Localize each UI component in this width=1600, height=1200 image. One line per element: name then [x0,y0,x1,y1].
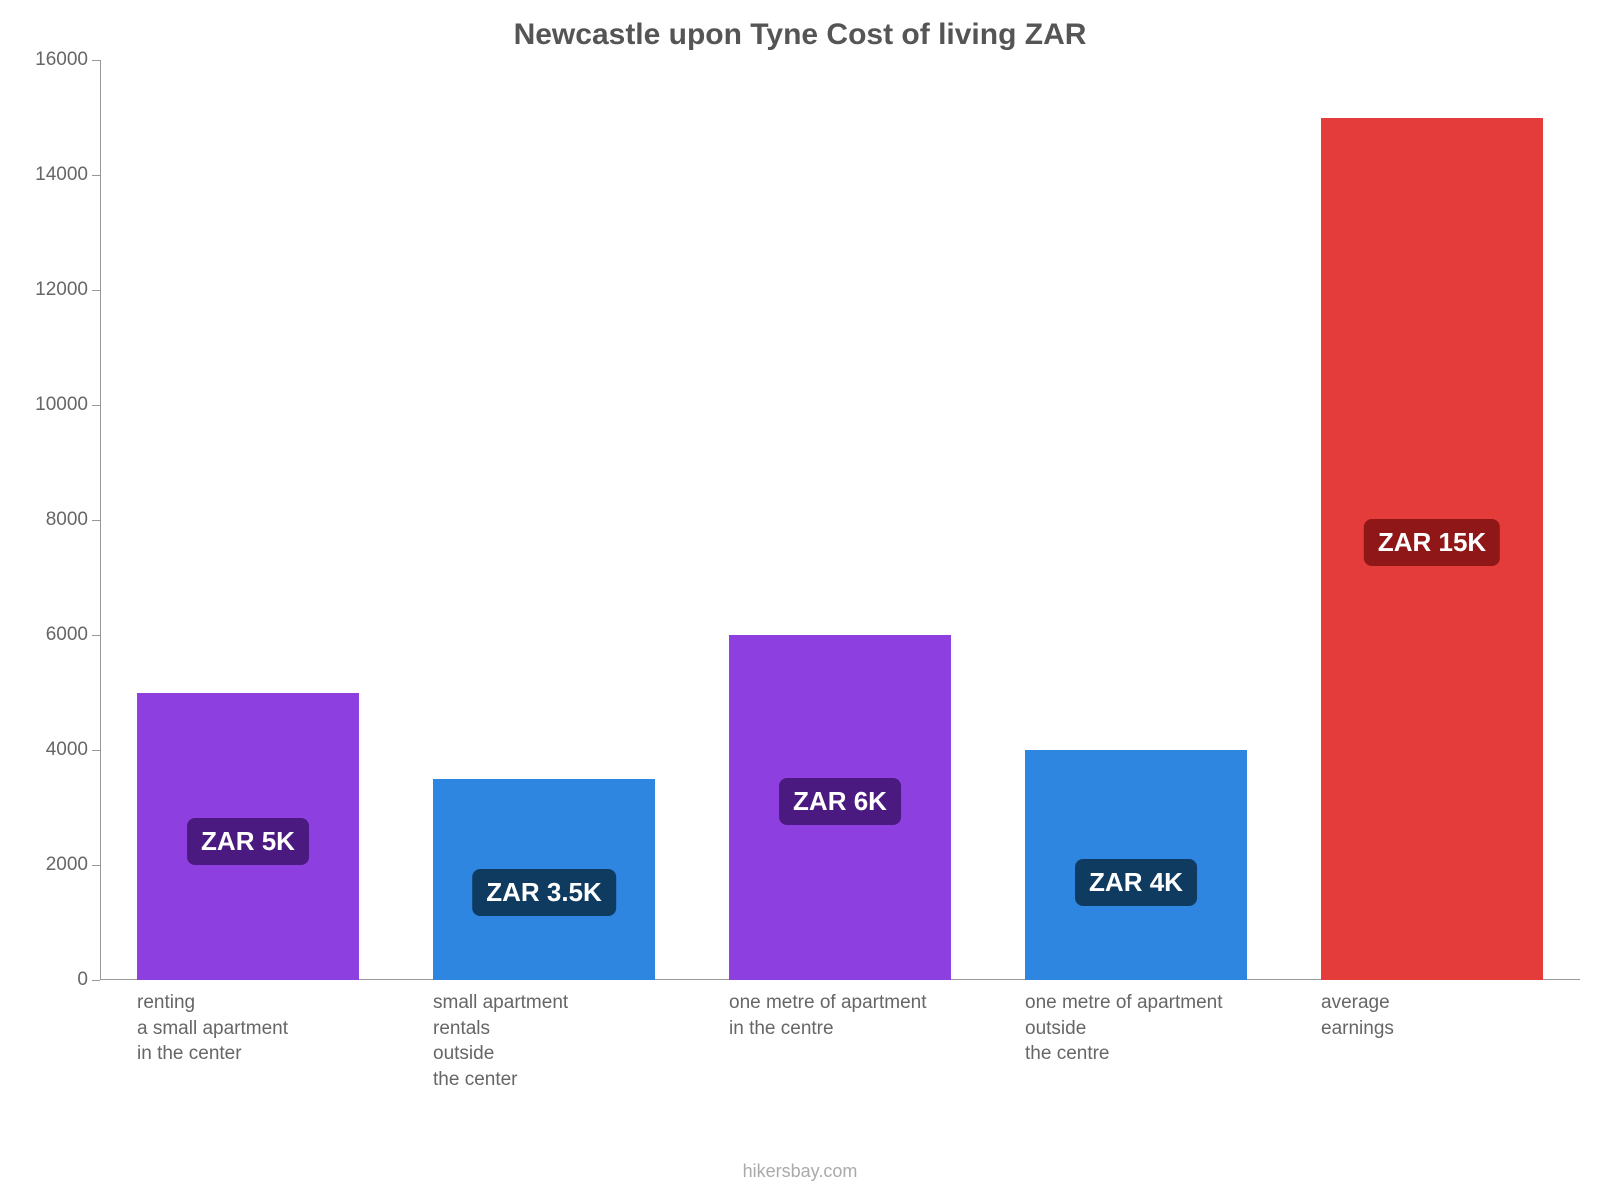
bar-value-label: ZAR 15K [1364,519,1500,566]
bar-value-label: ZAR 5K [187,818,309,865]
y-tick-label: 14000 [35,164,100,186]
bar-value-label: ZAR 4K [1075,859,1197,906]
bar: ZAR 4K [1025,750,1247,980]
x-axis-label: one metre of apartment in the centre [729,990,1025,1041]
y-tick-label: 2000 [46,854,100,876]
y-tick-label: 12000 [35,279,100,301]
bar: ZAR 6K [729,635,951,980]
attribution-text: hikersbay.com [0,1161,1600,1182]
y-tick-label: 4000 [46,739,100,761]
bar: ZAR 3.5K [433,779,655,980]
y-tick-label: 10000 [35,394,100,416]
bar-value-label: ZAR 6K [779,778,901,825]
bar: ZAR 5K [137,693,359,981]
y-tick-label: 16000 [35,49,100,71]
chart-title: Newcastle upon Tyne Cost of living ZAR [0,18,1600,52]
x-axis-label: one metre of apartment outside the centr… [1025,990,1321,1067]
y-tick-label: 0 [77,969,100,991]
bars-layer: ZAR 5K ZAR 3.5K ZAR 6K ZAR 4K ZAR 15K [100,60,1580,980]
bar: ZAR 15K [1321,118,1543,981]
x-axis-label: average earnings [1321,990,1600,1041]
chart-container: Newcastle upon Tyne Cost of living ZAR Z… [0,0,1600,1200]
x-axis-label: renting a small apartment in the center [137,990,433,1067]
plot-area: ZAR 5KZAR 3.5KZAR 6KZAR 4KZAR 15K 020004… [100,60,1580,980]
y-tick-label: 6000 [46,624,100,646]
y-tick-label: 8000 [46,509,100,531]
bar-value-label: ZAR 3.5K [472,869,616,916]
x-axis-label: small apartment rentals outside the cent… [433,990,729,1093]
